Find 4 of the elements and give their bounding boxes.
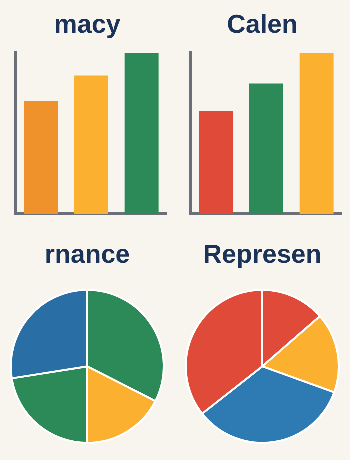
chart-title: Represen xyxy=(203,238,322,269)
chart-title: Calen xyxy=(227,8,298,39)
chart-title: rnance xyxy=(44,238,130,269)
chart-title: macy xyxy=(54,8,122,39)
